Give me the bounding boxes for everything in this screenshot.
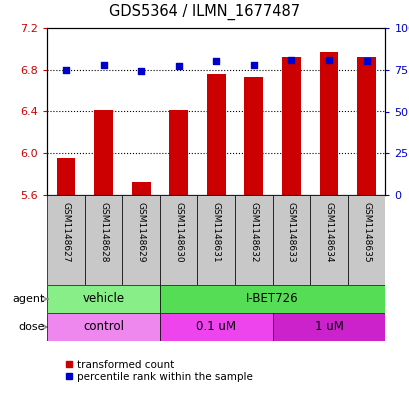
Text: 1 uM: 1 uM <box>314 321 343 334</box>
Text: GSM1148632: GSM1148632 <box>249 202 258 263</box>
Bar <box>131 182 150 195</box>
Text: GSM1148634: GSM1148634 <box>324 202 333 263</box>
Bar <box>169 110 188 195</box>
Text: GDS5364 / ILMN_1677487: GDS5364 / ILMN_1677487 <box>109 4 300 20</box>
Text: I-BET726: I-BET726 <box>246 292 298 305</box>
Point <box>288 57 294 63</box>
Text: GSM1148628: GSM1148628 <box>99 202 108 263</box>
Bar <box>272 313 384 341</box>
Text: 0.1 uM: 0.1 uM <box>196 321 236 334</box>
Text: GSM1148631: GSM1148631 <box>211 202 220 263</box>
Bar <box>85 195 122 285</box>
Point <box>175 63 182 70</box>
Bar <box>94 110 112 195</box>
Bar <box>47 313 160 341</box>
Bar <box>160 285 384 313</box>
Legend: transformed count, percentile rank within the sample: transformed count, percentile rank withi… <box>61 355 256 386</box>
Text: GSM1148633: GSM1148633 <box>286 202 295 263</box>
Bar <box>281 57 300 195</box>
Point <box>250 62 256 68</box>
Text: control: control <box>83 321 124 334</box>
Bar <box>197 195 234 285</box>
Point <box>213 58 219 64</box>
Point <box>100 62 106 68</box>
Bar <box>122 195 160 285</box>
Bar <box>272 195 310 285</box>
Text: GSM1148627: GSM1148627 <box>61 202 70 263</box>
Text: agent: agent <box>13 294 45 304</box>
Text: vehicle: vehicle <box>82 292 124 305</box>
Bar <box>319 52 337 195</box>
Point <box>137 68 144 75</box>
Bar <box>160 195 197 285</box>
Point <box>63 66 69 73</box>
Point <box>325 57 331 63</box>
Bar <box>244 77 263 195</box>
Bar <box>356 57 375 195</box>
Bar <box>47 195 85 285</box>
Text: GSM1148635: GSM1148635 <box>361 202 370 263</box>
Text: GSM1148630: GSM1148630 <box>174 202 183 263</box>
Bar <box>47 285 160 313</box>
Bar <box>310 195 347 285</box>
Point <box>362 58 369 64</box>
Bar <box>207 74 225 195</box>
Bar <box>160 313 272 341</box>
Bar <box>56 158 75 195</box>
Text: GSM1148629: GSM1148629 <box>136 202 145 263</box>
Bar <box>234 195 272 285</box>
Text: dose: dose <box>18 322 45 332</box>
Bar <box>347 195 384 285</box>
